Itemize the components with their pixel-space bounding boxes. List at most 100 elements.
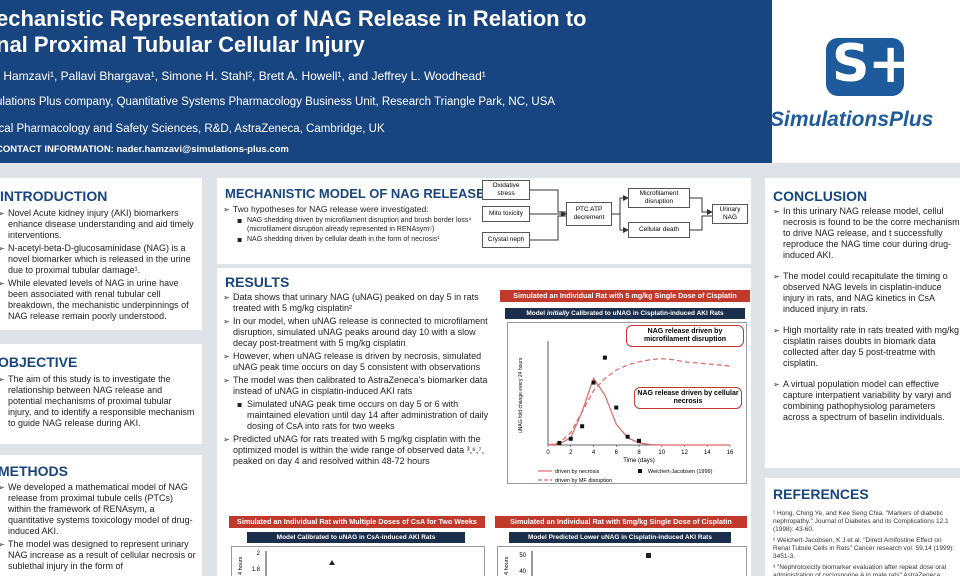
- mechanistic-model-title: MECHANISTIC MODEL OF NAG RELEASE: [225, 186, 485, 201]
- methods-panel: METHODS We developed a mathematical mode…: [0, 455, 202, 576]
- references-title: REFERENCES: [773, 486, 869, 502]
- objective-panel: OBJECTIVE The aim of this study is to in…: [0, 344, 202, 444]
- results-title: RESULTS: [225, 274, 290, 290]
- cis-ytick-label: 50: [519, 553, 526, 559]
- methods-bullet: The model was designed to represent urin…: [0, 539, 196, 572]
- introduction-bullet: Novel Acute kidney injury (AKI) biomarke…: [0, 208, 196, 241]
- results-bullet: Predicted uNAG for rats treated with 5 m…: [223, 434, 493, 467]
- main-chart-xtick-label: 4: [592, 450, 596, 456]
- urinary-nag-box: Urinary NAG: [712, 204, 748, 224]
- csa-chart-svg: 2 1.8 4 hours: [238, 551, 335, 576]
- conclusion-panel: CONCLUSION In this urinary NAG release m…: [765, 178, 960, 468]
- flow-arrow: [619, 214, 629, 233]
- conclusion-bullet: High mortality rate in rats treated with…: [773, 325, 960, 369]
- csa-ylabel: 4 hours: [238, 556, 244, 575]
- mechanistic-sub-bullet: NAG shedding driven by microfilament dis…: [237, 217, 473, 234]
- affiliation-1: ulations Plus company, Quantitative Syst…: [0, 96, 556, 108]
- main-chart-series-line: [547, 377, 730, 446]
- conclusion-bullet: A virtual population model can effective…: [773, 379, 960, 423]
- csa-chart-header: Simulated an Individual Rat with Multipl…: [229, 516, 485, 528]
- main-chart-xtick-label: 2: [569, 450, 573, 456]
- objective-title: OBJECTIVE: [0, 354, 78, 370]
- title-banner: echanistic Representation of NAG Release…: [0, 0, 772, 163]
- cis-chart-subheader: Model Predicted Lower uNAG in Cisplatin-…: [509, 532, 731, 543]
- main-chart-sub-post: Calibrated to uNAG in Cisplatin-induced …: [569, 310, 724, 317]
- references-list: ¹ Hong, Ching Ye, and Kee Seng Chia. "Ma…: [773, 510, 959, 576]
- introduction-title: INTRODUCTION: [0, 188, 108, 204]
- legend-observed-label: Weichert-Jacobsen (1999): [648, 469, 713, 475]
- main-chart-ylabel: uNAG fold change every 24 hours: [518, 357, 524, 433]
- main-chart-header: Simulated an Individual Rat with 5 mg/kg…: [500, 290, 750, 302]
- main-chart-subheader: Model initially Calibrated to uNAG in Ci…: [505, 308, 745, 319]
- main-chart-data-point: [580, 424, 585, 429]
- legend-observed-swatch: [638, 469, 642, 473]
- introduction-panel: INTRODUCTION Novel Acute kidney injury (…: [0, 178, 202, 330]
- results-panel: RESULTS Data shows that urinary NAG (uNA…: [217, 268, 751, 576]
- oxidative-stress-box: Oxidative stress: [482, 180, 530, 200]
- main-chart-data-point: [568, 436, 573, 441]
- microfilament-disruption-box: Microfilament disruption: [628, 188, 690, 208]
- reference-item: ³ "Nephrotoxicity biomarker evaluation a…: [773, 564, 947, 576]
- callout-microfilament: NAG release driven by microfilament disr…: [626, 325, 744, 347]
- main-chart-xtick-label: 6: [615, 450, 619, 456]
- legend-necrosis-label: driven by necrosis: [555, 469, 600, 475]
- simulations-plus-logo-icon: S +: [826, 32, 913, 96]
- mechanistic-lead-bullet: Two hypotheses for NAG release were inve…: [223, 204, 473, 215]
- csa-chart-subheader: Model Calibrated to uNAG in CsA-induced …: [247, 532, 465, 543]
- reference-item: ² Weichert-Jacobsen, K J et al. "Direct …: [773, 537, 955, 560]
- cis-data-point: [646, 553, 651, 558]
- mechanistic-model-panel: MECHANISTIC MODEL OF NAG RELEASE Two hyp…: [217, 178, 751, 264]
- conclusion-title: CONCLUSION: [773, 188, 868, 204]
- results-bullet: Data shows that urinary NAG (uNAG) peake…: [223, 292, 493, 314]
- main-chart-data-point: [557, 440, 562, 445]
- flow-arrow: [530, 189, 566, 213]
- mechanistic-model-list: Two hypotheses for NAG release were inve…: [223, 204, 473, 247]
- mechanistic-sub-bullet: NAG shedding driven by cellular death in…: [237, 236, 473, 245]
- mito-toxicity-box: Mito toxicity: [482, 206, 530, 222]
- methods-bullet: We developed a mathematical model of NAG…: [0, 482, 196, 537]
- results-sub-bullet: Simulated uNAG peak time occurs on day 5…: [237, 399, 493, 432]
- flow-connectors: [530, 189, 713, 241]
- poster-header: echanistic Representation of NAG Release…: [0, 0, 960, 163]
- introduction-bullet: While elevated levels of NAG in urine ha…: [0, 278, 196, 322]
- cis-chart-svg: 50 40 4 hours: [504, 551, 651, 576]
- methods-list: We developed a mathematical model of NAG…: [0, 482, 196, 574]
- main-chart-data-point: [602, 355, 607, 360]
- cis-ylabel: 4 hours: [504, 556, 510, 575]
- cis-ytick-label: 40: [519, 569, 526, 575]
- methods-title: METHODS: [0, 463, 68, 479]
- flow-arrow: [530, 215, 566, 241]
- objective-bullet: The aim of this study is to investigate …: [0, 374, 196, 429]
- main-chart-xtick-label: 0: [546, 450, 550, 456]
- introduction-list: Novel Acute kidney injury (AKI) biomarke…: [0, 208, 196, 324]
- callout-necrosis: NAG release driven by cellular necrosis: [634, 387, 742, 409]
- affiliation-2: ical Pharmacology and Safety Sciences, R…: [0, 123, 385, 135]
- main-chart-xtick-label: 14: [704, 450, 711, 456]
- main-chart-xtick-label: 10: [658, 450, 665, 456]
- cis-chart-header: Simulated an Individual Rat with 5mg/kg …: [495, 516, 747, 528]
- authors: r Hamzavi¹, Pallavi Bhargava¹, Simone H.…: [0, 69, 486, 83]
- title-line-1: echanistic Representation of NAG Release…: [0, 6, 587, 31]
- main-chart-data-point: [625, 434, 630, 439]
- main-chart-xtick-label: 16: [727, 450, 734, 456]
- introduction-bullet: N-acetyl-beta-D-glucosaminidase (NAG) is…: [0, 243, 196, 276]
- results-bullet: In our model, when uNAG release is conne…: [223, 316, 493, 349]
- main-chart-data-point: [637, 438, 641, 443]
- cis-chart-frame: 50 40 4 hours: [497, 546, 747, 576]
- contact-info: CONTACT INFORMATION: nader.hamzavi@simul…: [0, 144, 289, 155]
- csa-ytick-label: 1.8: [252, 567, 261, 573]
- reference-item: ¹ Hong, Ching Ye, and Kee Seng Chia. "Ma…: [773, 510, 949, 533]
- poster-title: echanistic Representation of NAG Release…: [0, 6, 772, 58]
- csa-ytick-label: 2: [257, 551, 261, 557]
- conclusion-bullet: The model could recapitulate the timing …: [773, 271, 960, 315]
- title-line-2: nal Proximal Tubular Cellular Injury: [0, 32, 365, 57]
- conclusion-bullet: In this urinary NAG release model, cellu…: [773, 206, 960, 261]
- csa-chart-frame: 2 1.8 4 hours: [231, 546, 485, 576]
- cellular-death-box: Cellular death: [628, 222, 690, 238]
- results-list: Data shows that urinary NAG (uNAG) peake…: [223, 292, 493, 469]
- results-bullet: However, when uNAG release is driven by …: [223, 351, 493, 373]
- csa-data-point: [329, 560, 335, 565]
- references-panel: REFERENCES ¹ Hong, Ching Ye, and Kee Sen…: [765, 478, 960, 576]
- main-chart-sub-em: initially: [546, 310, 570, 317]
- main-chart-data-point: [614, 405, 619, 410]
